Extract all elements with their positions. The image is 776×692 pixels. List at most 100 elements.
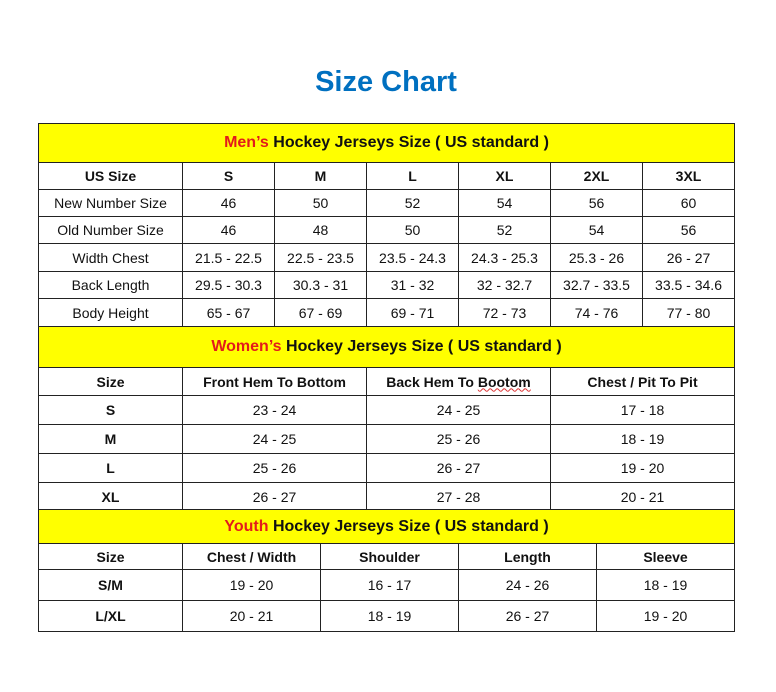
- table-cell: 26 - 27: [458, 600, 597, 632]
- table-cell: 19 - 20: [595, 600, 736, 632]
- table-cell: 20 - 21: [182, 600, 321, 632]
- row-label: L: [38, 453, 183, 483]
- row-label: New Number Size: [38, 189, 183, 217]
- column-header: XL: [458, 162, 551, 190]
- table-cell: 52: [458, 216, 551, 244]
- row-label: Back Length: [38, 271, 183, 299]
- table-cell: 60: [641, 189, 736, 217]
- table-cell: 26 - 27: [641, 243, 736, 272]
- table-cell: 18 - 19: [595, 569, 736, 601]
- column-header: Shoulder: [320, 543, 459, 570]
- table-cell: 54: [550, 216, 643, 244]
- table-cell: 25.3 - 26: [550, 243, 643, 272]
- table-cell: 54: [458, 189, 551, 217]
- table-cell: 67 - 69: [274, 298, 367, 327]
- row-label: Width Chest: [38, 243, 183, 272]
- column-header: Back Hem To Bootom: [366, 367, 551, 396]
- row-label: Old Number Size: [38, 216, 183, 244]
- mens-size-table: Men’s Hockey Jerseys Size ( US standard …: [37, 123, 736, 327]
- table-cell: 24 - 26: [458, 569, 597, 601]
- heading-text: Hockey Jerseys Size ( US standard ): [268, 517, 549, 535]
- column-header: Front Hem To Bottom: [182, 367, 367, 396]
- column-header: US Size: [38, 162, 183, 190]
- table-row: XL 26 - 27 27 - 28 20 - 21: [38, 482, 736, 511]
- table-cell: 21.5 - 22.5: [182, 243, 275, 272]
- table-cell: 27 - 28: [366, 482, 551, 511]
- table-cell: 26 - 27: [182, 482, 367, 511]
- table-cell: 23 - 24: [182, 395, 367, 425]
- heading-text: Hockey Jerseys Size ( US standard ): [268, 134, 549, 151]
- table-cell: 48: [274, 216, 367, 244]
- table-cell: 31 - 32: [366, 271, 459, 299]
- table-row: New Number Size 46 50 52 54 56 60: [38, 189, 736, 217]
- table-cell: 77 - 80: [641, 298, 736, 327]
- table-cell: 72 - 73: [458, 298, 551, 327]
- table-row: L 25 - 26 26 - 27 19 - 20: [38, 453, 736, 483]
- table-row: Old Number Size 46 48 50 52 54 56: [38, 216, 736, 244]
- table-cell: 29.5 - 30.3: [182, 271, 275, 299]
- table-row: Back Length 29.5 - 30.3 30.3 - 31 31 - 32 32…: [38, 271, 736, 299]
- youth-size-table: Youth Hockey Jerseys Size ( US standard …: [37, 509, 736, 632]
- youth-section-heading: Youth Hockey Jerseys Size ( US standard …: [37, 509, 736, 544]
- table-cell: 52: [366, 189, 459, 217]
- table-cell: 18 - 19: [320, 600, 459, 632]
- table-cell: 23.5 - 24.3: [366, 243, 459, 272]
- column-header: Size: [38, 367, 183, 396]
- table-cell: 26 - 27: [366, 453, 551, 483]
- table-cell: 74 - 76: [550, 298, 643, 327]
- table-cell: 69 - 71: [366, 298, 459, 327]
- table-row: S/M 19 - 20 16 - 17 24 - 26 18 - 19: [38, 569, 736, 601]
- row-label: Body Height: [38, 298, 183, 327]
- table-cell: 19 - 20: [549, 453, 736, 483]
- column-header: 3XL: [641, 162, 736, 190]
- table-cell: 56: [641, 216, 736, 244]
- table-row: Width Chest 21.5 - 22.5 22.5 - 23.5 23.5 - …: [38, 243, 736, 272]
- table-cell: 22.5 - 23.5: [274, 243, 367, 272]
- table-cell: 20 - 21: [549, 482, 736, 511]
- row-label: L/XL: [38, 600, 183, 632]
- heading-highlight: Men’s: [224, 134, 269, 151]
- table-cell: 18 - 19: [549, 424, 736, 454]
- table-cell: 50: [366, 216, 459, 244]
- table-cell: 24 - 25: [366, 395, 551, 425]
- table-cell: 30.3 - 31: [274, 271, 367, 299]
- page-title: Size Chart: [315, 66, 457, 98]
- row-label: M: [38, 424, 183, 454]
- column-header: 2XL: [550, 162, 643, 190]
- table-cell: 32 - 32.7: [458, 271, 551, 299]
- table-row: S 23 - 24 24 - 25 17 - 18: [38, 395, 736, 425]
- heading-highlight: Women’s: [211, 338, 282, 355]
- column-header: Length: [458, 543, 597, 570]
- column-header: Chest / Pit To Pit: [549, 367, 736, 396]
- column-header-row: Size Chest / Width Shoulder Length Sleeve: [38, 543, 736, 570]
- table-cell: 25 - 26: [366, 424, 551, 454]
- table-row: M 24 - 25 25 - 26 18 - 19: [38, 424, 736, 454]
- heading-highlight: Youth: [224, 517, 269, 535]
- table-cell: 32.7 - 33.5: [550, 271, 643, 299]
- table-cell: 16 - 17: [320, 569, 459, 601]
- table-cell: 19 - 20: [182, 569, 321, 601]
- column-header-row: US Size S M L XL 2XL 3XL: [38, 162, 736, 190]
- table-cell: 56: [550, 189, 643, 217]
- table-cell: 24.3 - 25.3: [458, 243, 551, 272]
- row-label: S/M: [38, 569, 183, 601]
- column-header: S: [182, 162, 275, 190]
- womens-section-heading: Women’s Hockey Jerseys Size ( US standar…: [37, 326, 736, 368]
- row-label: XL: [38, 482, 183, 511]
- column-header: Sleeve: [595, 543, 736, 570]
- table-cell: 33.5 - 34.6: [641, 271, 736, 299]
- table-cell: 50: [274, 189, 367, 217]
- mens-section-heading: Men’s Hockey Jerseys Size ( US standard …: [37, 123, 736, 163]
- table-cell: 25 - 26: [182, 453, 367, 483]
- table-cell: 24 - 25: [182, 424, 367, 454]
- table-cell: 17 - 18: [549, 395, 736, 425]
- table-cell: 46: [182, 216, 275, 244]
- womens-size-table: Women’s Hockey Jerseys Size ( US standar…: [37, 326, 736, 511]
- column-header-row: Size Front Hem To Bottom Back Hem To Booto…: [38, 367, 736, 396]
- column-header: Size: [38, 543, 183, 570]
- table-cell: 65 - 67: [182, 298, 275, 327]
- table-row: Body Height 65 - 67 67 - 69 69 - 71 72 - 73 7…: [38, 298, 736, 327]
- table-row: L/XL 20 - 21 18 - 19 26 - 27 19 - 20: [38, 600, 736, 632]
- column-header: L: [366, 162, 459, 190]
- column-header: M: [274, 162, 367, 190]
